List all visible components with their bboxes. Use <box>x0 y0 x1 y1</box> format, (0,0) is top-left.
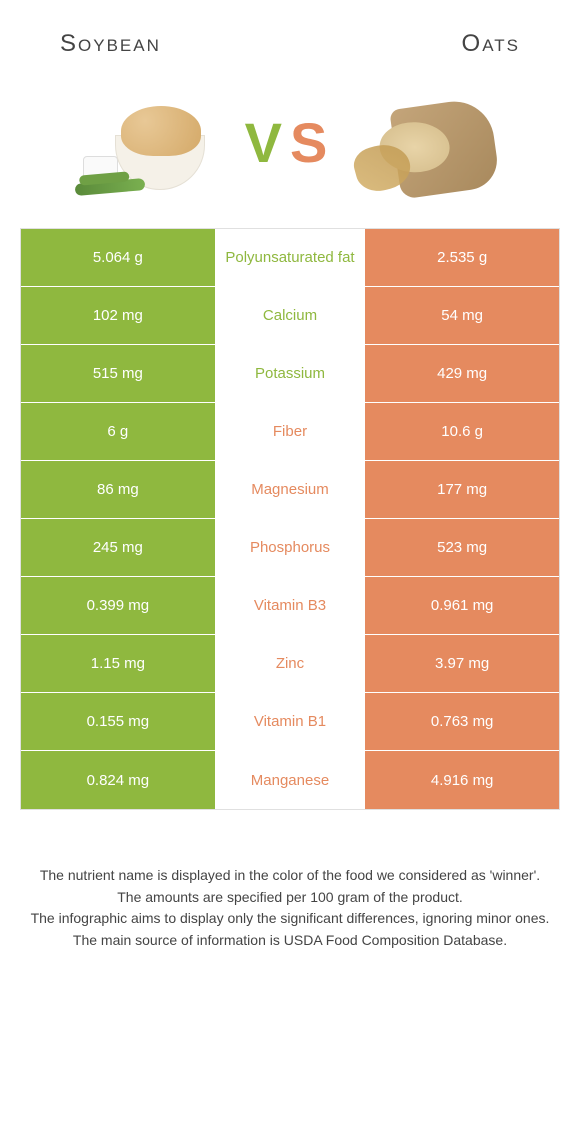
green-onion-icon <box>74 178 145 196</box>
value-left: 0.824 mg <box>21 751 215 809</box>
nutrient-label: Vitamin B3 <box>215 577 366 634</box>
value-left: 0.399 mg <box>21 577 215 634</box>
value-left: 102 mg <box>21 287 215 344</box>
footer-line: The nutrient name is displayed in the co… <box>30 865 550 887</box>
value-left: 1.15 mg <box>21 635 215 692</box>
value-right: 523 mg <box>365 519 559 576</box>
table-row: 0.155 mgVitamin B10.763 mg <box>21 693 559 751</box>
value-right: 54 mg <box>365 287 559 344</box>
table-row: 0.824 mgManganese4.916 mg <box>21 751 559 809</box>
value-right: 2.535 g <box>365 229 559 286</box>
value-right: 10.6 g <box>365 403 559 460</box>
footer-line: The main source of information is USDA F… <box>30 930 550 952</box>
nutrient-label: Phosphorus <box>215 519 366 576</box>
nutrient-table: 5.064 gPolyunsaturated fat2.535 g102 mgC… <box>20 228 560 810</box>
hero-section: VS <box>0 68 580 228</box>
nutrient-label: Calcium <box>215 287 366 344</box>
oats-image <box>355 88 505 198</box>
table-row: 86 mgMagnesium177 mg <box>21 461 559 519</box>
table-row: 245 mgPhosphorus523 mg <box>21 519 559 577</box>
header: Soybean Oats <box>0 0 580 68</box>
value-right: 4.916 mg <box>365 751 559 809</box>
nutrient-label: Zinc <box>215 635 366 692</box>
nutrient-label: Vitamin B1 <box>215 693 366 750</box>
nutrient-label: Magnesium <box>215 461 366 518</box>
value-right: 429 mg <box>365 345 559 402</box>
sack-icon <box>390 96 502 199</box>
vs-v: V <box>245 111 290 174</box>
vs-s: S <box>290 111 335 174</box>
value-right: 0.961 mg <box>365 577 559 634</box>
table-row: 0.399 mgVitamin B30.961 mg <box>21 577 559 635</box>
soybean-image <box>75 88 225 198</box>
footer-line: The infographic aims to display only the… <box>30 908 550 930</box>
footer-line: The amounts are specified per 100 gram o… <box>30 887 550 909</box>
title-right: Oats <box>462 30 520 58</box>
nutrient-label: Fiber <box>215 403 366 460</box>
value-right: 177 mg <box>365 461 559 518</box>
value-left: 515 mg <box>21 345 215 402</box>
value-right: 3.97 mg <box>365 635 559 692</box>
table-row: 6 gFiber10.6 g <box>21 403 559 461</box>
value-left: 6 g <box>21 403 215 460</box>
value-left: 245 mg <box>21 519 215 576</box>
value-right: 0.763 mg <box>365 693 559 750</box>
vs-label: VS <box>245 115 336 171</box>
nutrient-label: Potassium <box>215 345 366 402</box>
table-row: 5.064 gPolyunsaturated fat2.535 g <box>21 229 559 287</box>
nutrient-label: Polyunsaturated fat <box>215 229 366 286</box>
nutrient-label: Manganese <box>215 751 366 809</box>
value-left: 0.155 mg <box>21 693 215 750</box>
footer-notes: The nutrient name is displayed in the co… <box>0 810 580 972</box>
title-left: Soybean <box>60 30 161 58</box>
value-left: 5.064 g <box>21 229 215 286</box>
value-left: 86 mg <box>21 461 215 518</box>
table-row: 1.15 mgZinc3.97 mg <box>21 635 559 693</box>
table-row: 102 mgCalcium54 mg <box>21 287 559 345</box>
table-row: 515 mgPotassium429 mg <box>21 345 559 403</box>
